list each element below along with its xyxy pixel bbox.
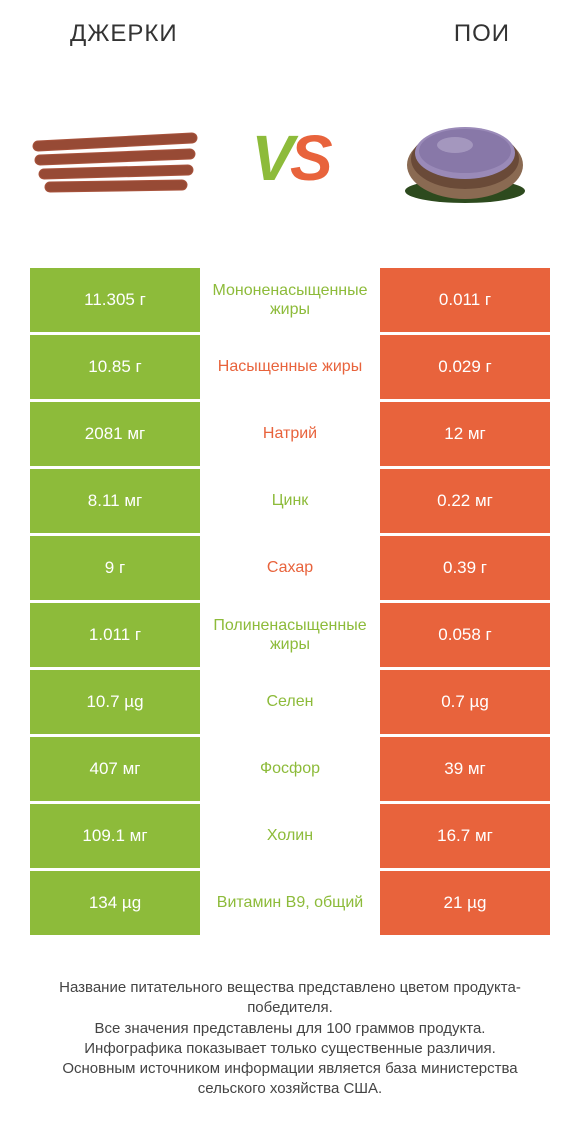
table-row: 134 µgВитамин B9, общий21 µg (30, 871, 550, 935)
left-product-title: ДЖЕРКИ (70, 20, 178, 48)
footer-line: Название питательного вещества представл… (30, 978, 550, 1019)
left-value: 1.011 г (30, 603, 200, 667)
footer-line: Все значения представлены для 100 граммо… (30, 1019, 550, 1039)
right-value: 16.7 мг (380, 804, 550, 868)
right-value: 39 мг (380, 737, 550, 801)
footer-notes: Название питательного вещества представл… (0, 938, 580, 1120)
nutrient-name: Насыщенные жиры (200, 335, 380, 399)
table-row: 109.1 мгХолин16.7 мг (30, 804, 550, 868)
vs-label: VS (251, 121, 328, 195)
left-value: 2081 мг (30, 402, 200, 466)
right-value: 0.39 г (380, 536, 550, 600)
images-row: VS (0, 58, 580, 268)
nutrient-name: Селен (200, 670, 380, 734)
jerky-image (30, 98, 200, 218)
table-row: 11.305 гМононенасыщенные жиры0.011 г (30, 268, 550, 332)
poi-image (380, 98, 550, 218)
table-row: 10.7 µgСелен0.7 µg (30, 670, 550, 734)
left-value: 407 мг (30, 737, 200, 801)
nutrient-name: Мононенасыщенные жиры (200, 268, 380, 332)
right-value: 0.011 г (380, 268, 550, 332)
left-value: 9 г (30, 536, 200, 600)
nutrient-name: Сахар (200, 536, 380, 600)
nutrient-name: Фосфор (200, 737, 380, 801)
table-row: 9 гСахар0.39 г (30, 536, 550, 600)
right-value: 0.058 г (380, 603, 550, 667)
right-value: 0.22 мг (380, 469, 550, 533)
left-value: 109.1 мг (30, 804, 200, 868)
nutrient-name: Холин (200, 804, 380, 868)
nutrient-name: Витамин B9, общий (200, 871, 380, 935)
footer-line: Инфографика показывает только существенн… (30, 1039, 550, 1059)
left-value: 134 µg (30, 871, 200, 935)
right-value: 12 мг (380, 402, 550, 466)
left-value: 11.305 г (30, 268, 200, 332)
table-row: 407 мгФосфор39 мг (30, 737, 550, 801)
comparison-table: 11.305 гМононенасыщенные жиры0.011 г10.8… (0, 268, 580, 938)
vs-s: S (290, 122, 329, 194)
left-value: 10.85 г (30, 335, 200, 399)
table-row: 8.11 мгЦинк0.22 мг (30, 469, 550, 533)
left-value: 10.7 µg (30, 670, 200, 734)
right-value: 0.7 µg (380, 670, 550, 734)
nutrient-name: Натрий (200, 402, 380, 466)
table-row: 1.011 гПолиненасыщенные жиры0.058 г (30, 603, 550, 667)
table-row: 2081 мгНатрий12 мг (30, 402, 550, 466)
vs-v: V (251, 122, 290, 194)
right-product-title: ПОИ (454, 20, 510, 48)
nutrient-name: Цинк (200, 469, 380, 533)
table-row: 10.85 гНасыщенные жиры0.029 г (30, 335, 550, 399)
header: ДЖЕРКИ ПОИ (0, 0, 580, 58)
left-value: 8.11 мг (30, 469, 200, 533)
nutrient-name: Полиненасыщенные жиры (200, 603, 380, 667)
right-value: 0.029 г (380, 335, 550, 399)
footer-line: Основным источником информации является … (30, 1059, 550, 1100)
right-value: 21 µg (380, 871, 550, 935)
